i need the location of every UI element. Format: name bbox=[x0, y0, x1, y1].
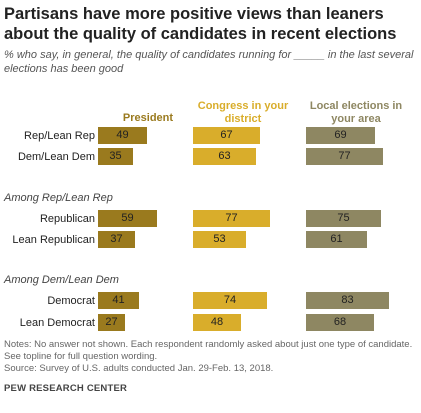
bar bbox=[306, 127, 375, 144]
bar-value-label: 61 bbox=[330, 233, 343, 245]
bar-value-label: 69 bbox=[334, 129, 347, 141]
bar bbox=[306, 314, 374, 331]
bar-value-label: 37 bbox=[110, 233, 123, 245]
bar-value-label: 74 bbox=[223, 294, 237, 306]
row-label: Republican bbox=[39, 213, 95, 225]
bar bbox=[98, 210, 157, 227]
bar bbox=[98, 292, 139, 309]
bar-value-label: 27 bbox=[105, 316, 118, 328]
bar-value-label: 35 bbox=[109, 150, 122, 162]
row-label: Lean Democrat bbox=[19, 317, 95, 329]
row-label: Rep/Lean Rep bbox=[24, 130, 95, 142]
chart-title: Partisans have more positive views than … bbox=[4, 5, 397, 43]
bar-value-label: 67 bbox=[220, 129, 233, 141]
group-header: Among Rep/Lean Rep bbox=[4, 192, 113, 204]
row-label: Lean Republican bbox=[12, 234, 95, 246]
bar-value-label: 41 bbox=[112, 294, 125, 306]
bar-value-label: 77 bbox=[338, 150, 351, 162]
bar bbox=[98, 231, 135, 248]
source: Source: Survey of U.S. adults conducted … bbox=[4, 363, 274, 374]
group-header: Among Dem/Lean Dem bbox=[4, 274, 119, 286]
chart-subtitle: % who say, in general, the quality of ca… bbox=[4, 49, 414, 75]
bar bbox=[193, 148, 256, 165]
bar-value-label: 68 bbox=[333, 316, 347, 328]
bar bbox=[193, 314, 241, 331]
bar bbox=[193, 210, 270, 227]
bar-value-label: 48 bbox=[210, 316, 224, 328]
bar-value-label: 83 bbox=[341, 294, 354, 306]
bar bbox=[306, 148, 383, 165]
brand-label: PEW RESEARCH CENTER bbox=[4, 383, 128, 394]
row-label: Democrat bbox=[47, 295, 95, 307]
bar-value-label: 75 bbox=[337, 212, 350, 224]
bar-value-label: 53 bbox=[213, 233, 226, 245]
bar bbox=[193, 292, 267, 309]
row-label: Dem/Lean Dem bbox=[17, 151, 95, 163]
column-header: President bbox=[122, 112, 174, 124]
bar-value-label: 63 bbox=[218, 150, 231, 162]
bar bbox=[306, 292, 389, 309]
bar bbox=[306, 231, 367, 248]
bar-value-label: 49 bbox=[116, 129, 129, 141]
bar-value-label: 77 bbox=[225, 212, 238, 224]
bar bbox=[98, 148, 133, 165]
notes: Notes: No answer not shown. Each respond… bbox=[4, 339, 413, 362]
bar bbox=[98, 314, 125, 331]
column-header: Congress in your district bbox=[197, 100, 289, 125]
bar bbox=[98, 127, 147, 144]
column-header: Local elections in your area bbox=[309, 100, 403, 125]
bar bbox=[193, 127, 260, 144]
bar bbox=[193, 231, 246, 248]
bar-value-label: 59 bbox=[121, 212, 134, 224]
bar bbox=[306, 210, 381, 227]
